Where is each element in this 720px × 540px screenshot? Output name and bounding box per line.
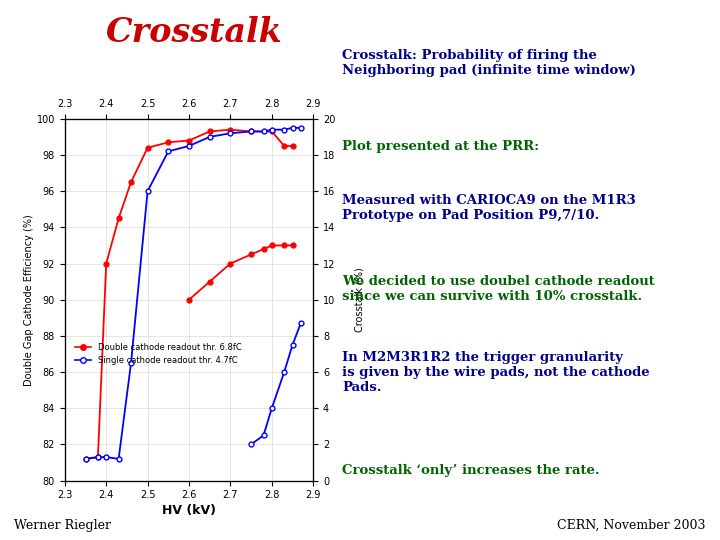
Text: Plot presented at the PRR:: Plot presented at the PRR: <box>342 140 539 153</box>
Text: Measured with CARIOCA9 on the M1R3
Prototype on Pad Position P9,7/10.: Measured with CARIOCA9 on the M1R3 Proto… <box>342 194 636 222</box>
Text: Crosstalk: Probability of firing the
Neighboring pad (infinite time window): Crosstalk: Probability of firing the Nei… <box>342 49 636 77</box>
Text: We decided to use doubel cathode readout
since we can survive with 10% crosstalk: We decided to use doubel cathode readout… <box>342 275 654 303</box>
Y-axis label: Double Gap Cathode Efficiency (%): Double Gap Cathode Efficiency (%) <box>24 214 34 386</box>
Text: In M2M3R1R2 the trigger granularity
is given by the wire pads, not the cathode
P: In M2M3R1R2 the trigger granularity is g… <box>342 351 649 394</box>
Text: Crosstalk: Crosstalk <box>106 16 283 49</box>
Text: Werner Riegler: Werner Riegler <box>14 519 112 532</box>
Text: CERN, November 2003: CERN, November 2003 <box>557 519 706 532</box>
Text: Crosstalk (%): Crosstalk (%) <box>355 267 365 332</box>
Legend: Double cathode readout thr. 6.8fC, Single cathode readout thr. 4.7fC: Double cathode readout thr. 6.8fC, Singl… <box>71 340 246 368</box>
X-axis label: HV (kV): HV (kV) <box>162 504 216 517</box>
Text: Crosstalk ‘only’ increases the rate.: Crosstalk ‘only’ increases the rate. <box>342 464 600 477</box>
